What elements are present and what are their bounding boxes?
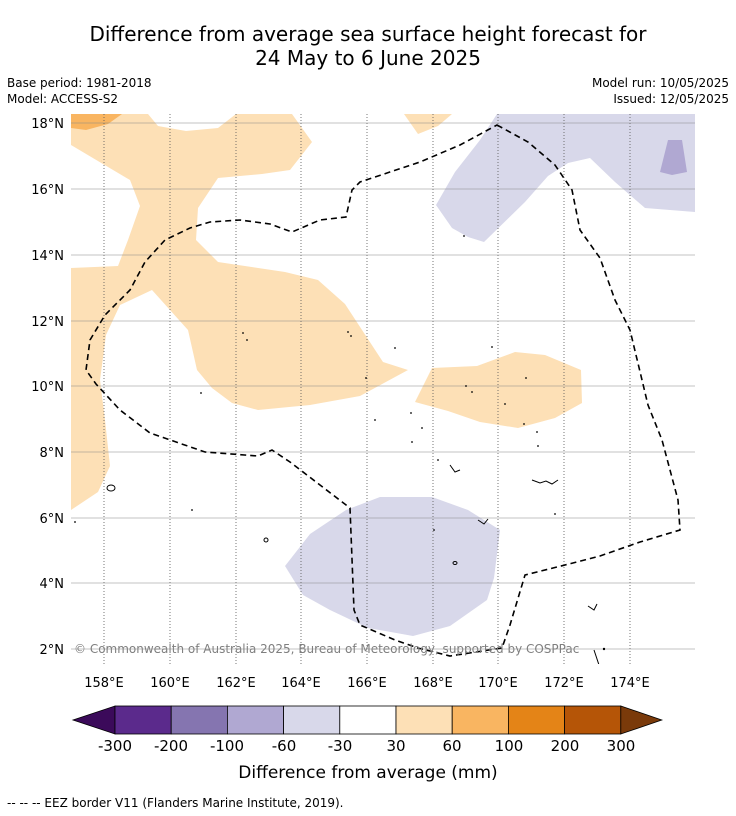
colorbar-tick: -100	[210, 737, 244, 755]
lon-tick: 164°E	[281, 676, 321, 691]
colorbar-tick: -30	[328, 737, 353, 755]
lat-tick: 2°N	[40, 643, 65, 658]
lat-tick-labels: 18°N 16°N 14°N 12°N 10°N 8°N 6°N 4°N 2°N	[31, 117, 64, 658]
lon-tick: 172°E	[544, 676, 584, 691]
lat-tick: 14°N	[31, 249, 64, 264]
chart-title: Difference from average sea surface heig…	[0, 22, 736, 70]
base-period-text: Base period: 1981-2018	[7, 76, 152, 90]
lon-tick: 174°E	[610, 676, 650, 691]
colorbar-segment	[283, 705, 341, 735]
lon-tick-labels: 158°E 160°E 162°E 164°E 166°E 168°E 170°…	[84, 676, 650, 691]
colorbar-tick: 200	[551, 737, 580, 755]
lon-tick: 170°E	[478, 676, 518, 691]
colorbar-segment	[451, 705, 509, 735]
colorbar-tick: -60	[272, 737, 297, 755]
meta-right: Model run: 10/05/2025 Issued: 12/05/2025	[592, 75, 729, 107]
island-outlines	[106, 464, 600, 664]
colorbar-tick-labels: -300 -200 -100 -60 -30 30 60 100 200 300	[98, 737, 635, 755]
colorbar-segment	[226, 705, 284, 735]
anomaly-patch-purple-south	[285, 497, 500, 636]
lat-tick: 18°N	[31, 117, 64, 132]
anomaly-patch-purple-northeast	[436, 114, 695, 242]
island-dots	[74, 235, 606, 651]
lat-tick: 8°N	[40, 446, 65, 461]
colorbar-tick: -300	[98, 737, 132, 755]
anomaly-patch-orange-north	[404, 114, 452, 134]
colorbar-extend-low	[71, 705, 116, 735]
anomaly-patch-orange-west	[71, 114, 408, 510]
colorbar-segment	[507, 705, 565, 735]
lat-tick: 4°N	[40, 577, 65, 592]
issued-text: Issued: 12/05/2025	[613, 92, 729, 106]
model-run-text: Model run: 10/05/2025	[591, 76, 729, 90]
anomaly-patch-mid-purple	[660, 140, 687, 175]
lat-tick: 16°N	[31, 183, 64, 198]
colorbar-segment	[170, 705, 228, 735]
lon-tick: 168°E	[413, 676, 453, 691]
eez-footnote: -- -- -- EEZ border V11 (Flanders Marine…	[7, 796, 344, 810]
anomaly-patch-dark-orange	[71, 114, 122, 130]
lon-tick: 166°E	[347, 676, 387, 691]
lon-tick: 158°E	[84, 676, 124, 691]
map-area: © Commonwealth of Australia 2025, Bureau…	[71, 114, 695, 664]
meta-left: Base period: 1981-2018 Model: ACCESS-S2	[7, 75, 152, 107]
title-line-2: 24 May to 6 June 2025	[255, 46, 481, 70]
lat-gridlines	[71, 122, 695, 650]
eez-border	[85, 124, 681, 657]
colorbar-tick: -200	[154, 737, 188, 755]
lat-tick: 12°N	[31, 315, 64, 330]
copyright-text: © Commonwealth of Australia 2025, Bureau…	[74, 642, 579, 656]
lon-tick: 160°E	[150, 676, 190, 691]
title-line-1: Difference from average sea surface heig…	[89, 22, 647, 46]
colorbar-tick: 60	[442, 737, 461, 755]
colorbar-tick: 100	[495, 737, 524, 755]
lon-tick: 162°E	[216, 676, 256, 691]
colorbar-tick: 300	[607, 737, 636, 755]
lat-tick: 6°N	[40, 512, 65, 527]
colorbar-segment	[564, 705, 622, 735]
model-text: Model: ACCESS-S2	[7, 92, 119, 106]
colorbar-segment	[339, 705, 397, 735]
colorbar-label: Difference from average (mm)	[238, 763, 497, 783]
colorbar-segment	[395, 705, 453, 735]
colorbar	[71, 705, 664, 735]
colorbar-tick: 30	[386, 737, 405, 755]
colorbar-segment	[114, 705, 172, 735]
colorbar-extend-high	[620, 705, 664, 735]
lat-tick: 10°N	[31, 380, 64, 395]
anomaly-patch-orange-east	[415, 352, 582, 428]
